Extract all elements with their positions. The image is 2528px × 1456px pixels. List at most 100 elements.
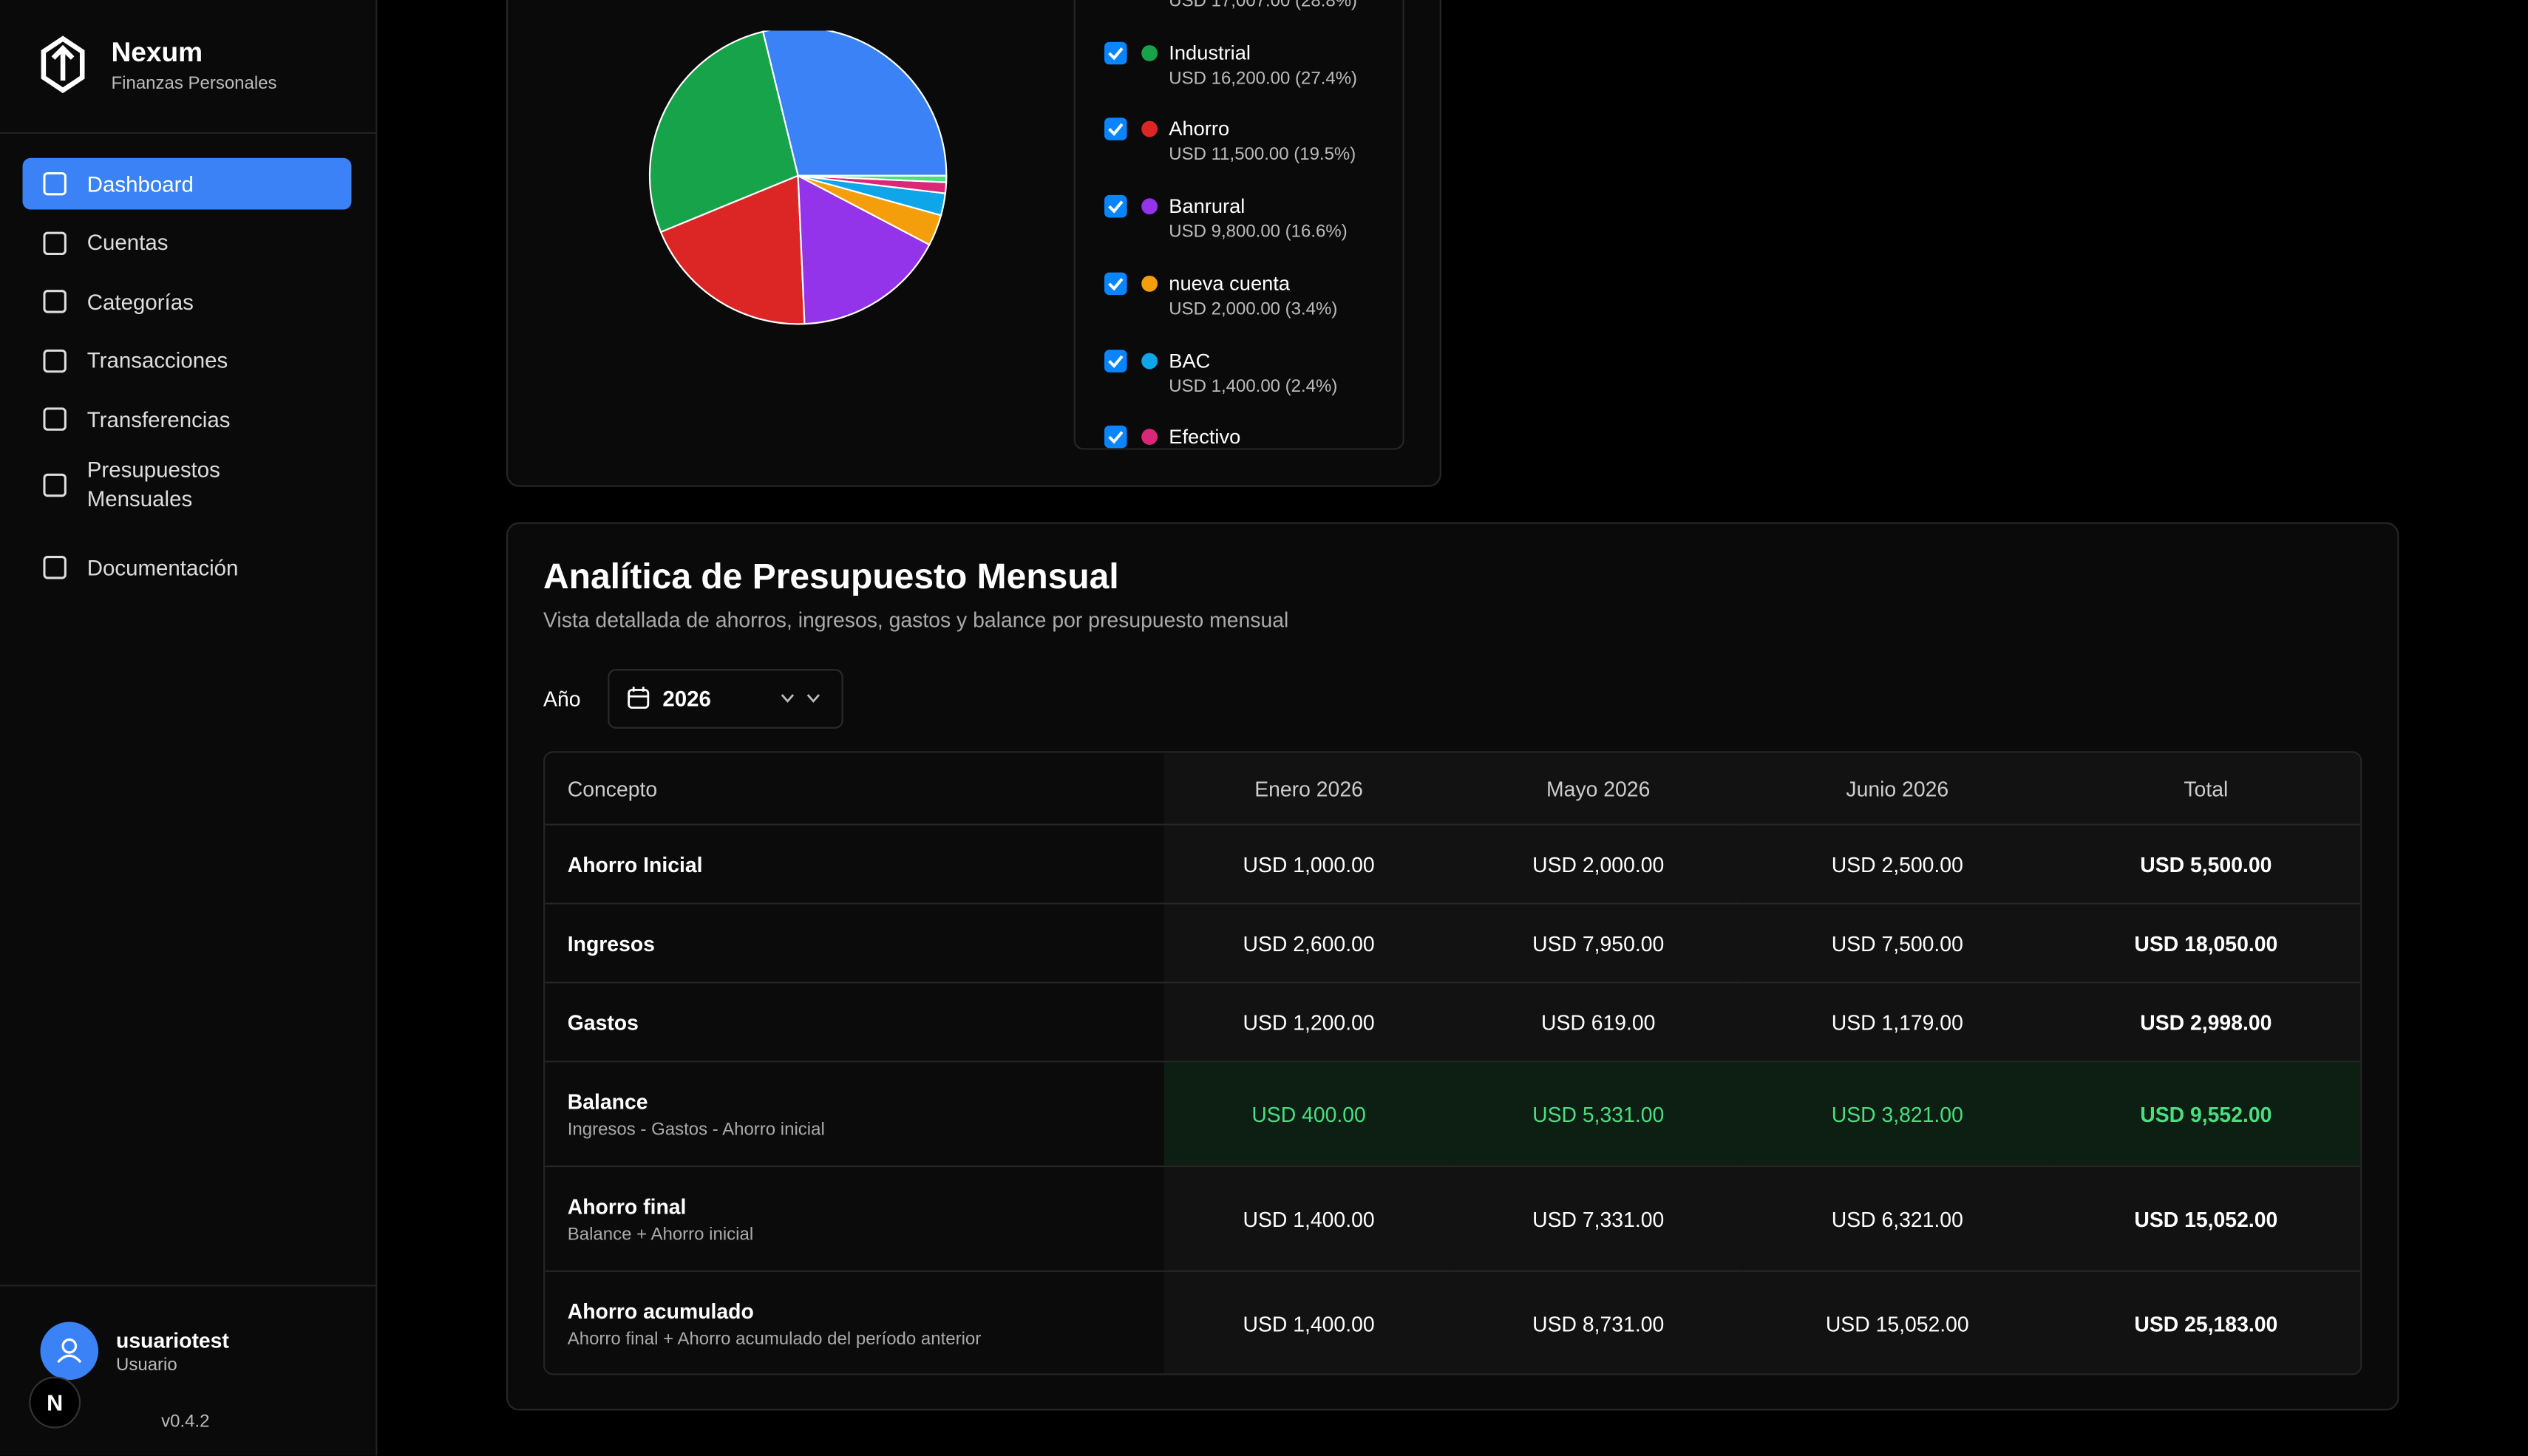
legend-swatch xyxy=(1141,44,1158,61)
header-row: Concepto Enero 2026 Mayo 2026 Junio 2026 Tot… xyxy=(545,752,2361,825)
concept-cell: Ahorro acumulado Ahorro final + Ahorro ac… xyxy=(545,1270,1164,1374)
column-header: Total xyxy=(2051,752,2361,825)
concept-label: Ahorro acumulado xyxy=(567,1298,754,1323)
nav-item[interactable]: Documentación xyxy=(23,542,352,593)
user-role: Usuario xyxy=(116,1355,177,1375)
legend-value: USD 1,400.00 (2.4%) xyxy=(1169,376,1338,396)
value-cell: USD 1,400.00 xyxy=(1163,1165,1454,1271)
value-cell: USD 2,000.00 xyxy=(1453,823,1744,904)
legend-item[interactable]: nueva cuenta USD 2,000.00 (3.4%) xyxy=(1104,272,1395,336)
legend-value: USD 9,800.00 (16.6%) xyxy=(1169,222,1348,242)
version: v0.4.2 xyxy=(161,1412,210,1432)
legend-item[interactable]: USD 17,007.00 (28.8%) xyxy=(1104,0,1395,29)
concept-note: Ahorro final + Ahorro acumulado del perí… xyxy=(567,1329,982,1349)
legend-item[interactable]: Ahorro USD 11,500.00 (19.5%) xyxy=(1104,118,1395,183)
legend-checkbox[interactable] xyxy=(1104,195,1127,218)
legend-value: USD 11,500.00 (19.5%) xyxy=(1169,146,1356,166)
pie-slice xyxy=(797,174,931,325)
concept-note: Ingresos - Gastos - Ahorro inicial xyxy=(567,1119,825,1139)
table-row: Balance Ingresos - Gastos - Ahorro inicia… xyxy=(545,1061,2361,1167)
table-row: Gastos USD 1,200.00 USD 619.00 USD 1,179.00… xyxy=(545,982,2361,1062)
analytics-table: Concepto Enero 2026 Mayo 2026 Junio 2026 Tot… xyxy=(543,751,2362,1375)
value-cell: USD 2,600.00 xyxy=(1163,902,1454,983)
legend-swatch xyxy=(1141,275,1158,292)
nav-item[interactable]: Dashboard xyxy=(22,157,352,210)
nav-item[interactable]: Categorías xyxy=(23,276,352,327)
logo xyxy=(41,35,85,94)
table-row: Ingresos USD 2,600.00 USD 7,950.00 USD 7,50… xyxy=(545,902,2361,983)
legend: USD 17,007.00 (28.8%) Industrial USD 16,20… xyxy=(1073,0,1404,450)
column-header: Concepto xyxy=(545,752,1164,825)
value-cell: USD 5,331.00 xyxy=(1453,1061,1744,1167)
value-cell: USD 7,950.00 xyxy=(1453,902,1744,983)
value-cell: USD 8,731.00 xyxy=(1453,1270,1744,1374)
legend-item[interactable]: Industrial USD 16,200.00 (27.4%) xyxy=(1104,41,1395,106)
legend-name: BAC xyxy=(1169,349,1211,372)
concept-note: Balance + Ahorro inicial xyxy=(567,1224,754,1244)
column-header: Mayo 2026 xyxy=(1453,752,1744,825)
value-cell: USD 9,552.00 xyxy=(2051,1061,2361,1167)
pie-chart xyxy=(648,30,948,325)
badge[interactable]: N xyxy=(29,1376,81,1429)
legend-checkbox[interactable] xyxy=(1104,118,1127,141)
legend-swatch xyxy=(1141,352,1158,369)
table-row: Ahorro final Balance + Ahorro inicial USD … xyxy=(545,1165,2361,1271)
nav-label: Transferencias xyxy=(86,407,231,432)
nav-item[interactable]: Presupuestos Mensuales xyxy=(23,453,352,517)
value-cell: USD 5,500.00 xyxy=(2051,823,2361,904)
concept-label: Ahorro final xyxy=(567,1194,687,1218)
value-cell: USD 2,998.00 xyxy=(2051,982,2361,1062)
nav-label: Cuentas xyxy=(86,231,169,255)
nav-item[interactable]: Cuentas xyxy=(23,217,352,269)
nav-label: Categorías xyxy=(86,289,194,314)
value-cell: USD 15,052.00 xyxy=(1743,1270,2052,1374)
pie-slice xyxy=(659,174,806,325)
app-subtitle: Finanzas Personales xyxy=(111,74,277,94)
value-cell: USD 1,000.00 xyxy=(1163,823,1454,904)
nav-label: Transacciones xyxy=(86,348,228,373)
concept-cell: Ahorro final Balance + Ahorro inicial xyxy=(545,1165,1164,1271)
nav-item[interactable]: Transferencias xyxy=(23,394,352,446)
legend-name: Banrural xyxy=(1169,195,1246,218)
value-cell: USD 25,183.00 xyxy=(2051,1270,2361,1374)
divider xyxy=(0,132,376,135)
column-header: Junio 2026 xyxy=(1743,752,2052,825)
analytics-card: Analítica de Presupuesto Mensual Vista d… xyxy=(506,522,2399,1411)
legend-name: Efectivo xyxy=(1169,426,1241,449)
value-cell: USD 7,331.00 xyxy=(1453,1165,1744,1271)
nav-label: Dashboard xyxy=(86,171,194,197)
year-value: 2026 xyxy=(662,687,711,711)
value-cell: USD 15,052.00 xyxy=(2051,1165,2361,1271)
year-select[interactable]: 2026 xyxy=(608,669,843,729)
table-row: Ahorro Inicial USD 1,000.00 USD 2,000.00 US… xyxy=(545,823,2361,904)
nav-label: Presupuestos Mensuales xyxy=(86,457,220,511)
pie-slice xyxy=(761,30,948,177)
concept-label: Balance xyxy=(567,1089,648,1114)
concept-cell: Ahorro Inicial xyxy=(545,823,1164,904)
legend-checkbox[interactable] xyxy=(1104,41,1127,64)
legend-swatch xyxy=(1141,429,1158,446)
legend-name: Ahorro xyxy=(1169,118,1230,141)
concept-label: Gastos xyxy=(567,1010,639,1035)
legend-swatch xyxy=(1141,198,1158,215)
value-cell: USD 1,400.00 xyxy=(1163,1270,1454,1374)
analytics-title: Analítica de Presupuesto Mensual xyxy=(543,556,1119,597)
legend-item[interactable]: BAC USD 1,400.00 (2.4%) xyxy=(1104,349,1395,413)
value-cell: USD 18,050.00 xyxy=(2051,902,2361,983)
legend-checkbox[interactable] xyxy=(1104,272,1127,295)
avatar[interactable] xyxy=(40,1321,99,1381)
legend-checkbox[interactable] xyxy=(1104,349,1127,372)
legend-name: nueva cuenta xyxy=(1169,272,1291,295)
nav-item[interactable]: Transacciones xyxy=(23,335,352,387)
legend-name: Industrial xyxy=(1169,41,1251,64)
pie-card: USD 17,007.00 (28.8%) Industrial USD 16,20… xyxy=(506,0,1441,487)
legend-item[interactable]: Banrural USD 9,800.00 (16.6%) xyxy=(1104,195,1395,259)
legend-item[interactable]: Efectivo xyxy=(1104,426,1395,449)
concept-label: Ingresos xyxy=(567,931,655,956)
value-cell: USD 3,821.00 xyxy=(1743,1061,2052,1167)
analytics-subtitle: Vista detallada de ahorros, ingresos, ga… xyxy=(543,608,1289,632)
nav-label: Documentación xyxy=(86,555,239,580)
legend-value: USD 16,200.00 (27.4%) xyxy=(1169,69,1358,89)
legend-checkbox[interactable] xyxy=(1104,426,1127,449)
